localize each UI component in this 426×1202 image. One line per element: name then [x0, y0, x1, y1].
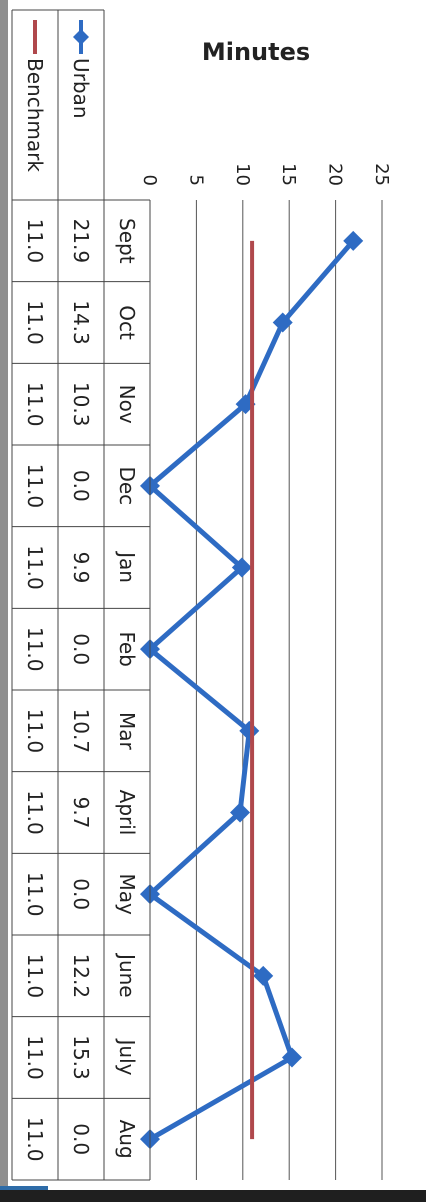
data-value-label: 11.0 — [23, 1035, 47, 1080]
y-tick-label: 10 — [232, 163, 253, 186]
data-value-label: 11.0 — [23, 545, 47, 590]
urban-point — [253, 965, 274, 986]
urban-point — [239, 720, 260, 741]
data-value-label: 0.0 — [69, 633, 93, 665]
data-value-label: 12.2 — [69, 954, 93, 999]
category-label: Oct — [115, 305, 139, 340]
data-table: Sept Oct Nov Dec Jan Feb Mar April May June July Au… — [11, 9, 151, 1181]
category-label: Dec — [115, 466, 139, 505]
category-label: Sept — [115, 218, 139, 264]
legend-key-marker — [73, 29, 89, 45]
data-value-label: 11.0 — [23, 954, 47, 999]
category-label: Nov — [115, 385, 139, 424]
y-axis: Minutes 0 5 10 15 20 25 — [139, 38, 392, 186]
data-value-label: 0.0 — [69, 470, 93, 502]
y-axis-title: Minutes — [202, 38, 310, 66]
y-tick-label: 5 — [185, 175, 206, 186]
data-value-label: 11.0 — [23, 627, 47, 672]
data-value-label: 9.7 — [69, 797, 93, 829]
y-tick-label: 0 — [139, 175, 160, 186]
data-value-label: 11.0 — [23, 790, 47, 835]
category-label: July — [115, 1038, 139, 1076]
category-label: April — [115, 790, 139, 836]
data-value-label: 11.0 — [23, 382, 47, 427]
gridlines — [149, 200, 383, 1180]
category-label: June — [115, 952, 139, 998]
data-value-label: 11.0 — [23, 464, 47, 509]
data-value-label: 10.3 — [69, 382, 93, 427]
series-lines — [140, 230, 364, 1150]
y-tick-label: 25 — [371, 163, 392, 186]
data-value-label: 11.0 — [23, 1117, 47, 1162]
category-label: Jan — [115, 550, 139, 583]
data-value-label: 21.9 — [69, 219, 93, 264]
data-value-label: 11.0 — [23, 709, 47, 754]
data-value-label: 10.7 — [69, 709, 93, 754]
y-tick-label: 15 — [278, 163, 299, 186]
series-name-label: Benchmark — [23, 58, 47, 172]
data-value-label: 0.0 — [69, 1123, 93, 1155]
data-value-label: 11.0 — [23, 300, 47, 345]
data-value-label: 14.3 — [69, 300, 93, 345]
urban-point — [281, 1047, 302, 1068]
category-label: Feb — [115, 631, 139, 666]
series-name-label: Urban — [69, 58, 93, 119]
category-label: Mar — [115, 712, 139, 751]
scan-left-border — [0, 0, 8, 1202]
data-value-label: 11.0 — [23, 872, 47, 917]
y-tick-label: 20 — [325, 163, 346, 186]
data-value-label: 0.0 — [69, 878, 93, 910]
category-label: May — [115, 873, 139, 915]
scan-bottom-border — [0, 1190, 426, 1202]
category-label: Aug — [115, 1120, 139, 1159]
urban-point — [230, 802, 251, 823]
data-value-label: 15.3 — [69, 1035, 93, 1080]
data-value-label: 11.0 — [23, 219, 47, 264]
data-value-label: 9.9 — [69, 552, 93, 584]
urban-point — [231, 557, 252, 578]
